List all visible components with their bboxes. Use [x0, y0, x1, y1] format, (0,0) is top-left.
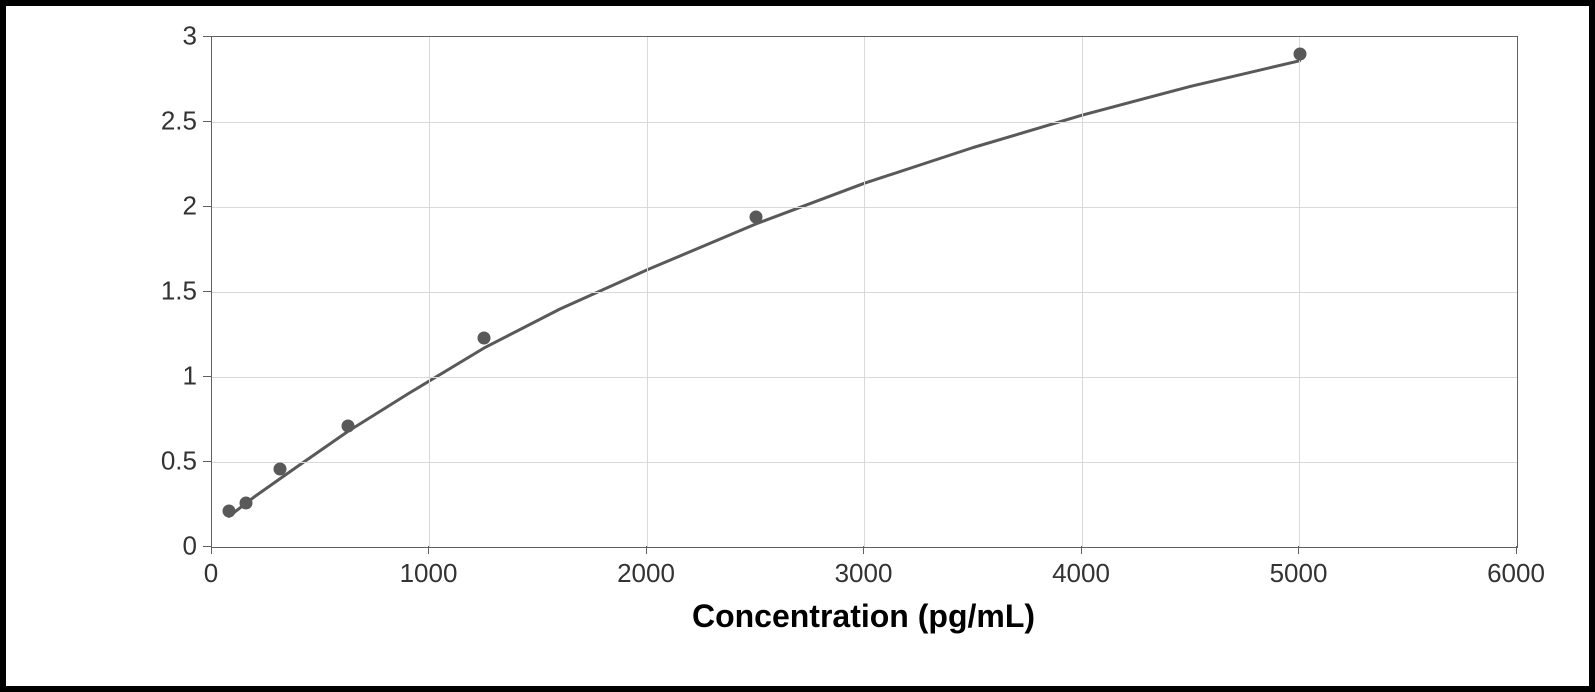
y-tick-label: 1 [183, 361, 197, 392]
x-tick-label: 4000 [1052, 558, 1110, 589]
data-point [273, 462, 286, 475]
y-tick-mark [203, 291, 211, 292]
data-point [1293, 48, 1306, 61]
grid-line-horizontal [212, 122, 1517, 123]
chart-stage: Optical Density Concentration (pg/mL) 01… [56, 26, 1539, 666]
x-tick-mark [1298, 546, 1299, 554]
grid-line-horizontal [212, 377, 1517, 378]
y-tick-label: 1.5 [161, 276, 197, 307]
x-tick-mark [211, 546, 212, 554]
grid-line-horizontal [212, 292, 1517, 293]
x-tick-label: 6000 [1487, 558, 1545, 589]
x-axis-label: Concentration (pg/mL) [692, 598, 1035, 635]
x-tick-label: 3000 [835, 558, 893, 589]
y-tick-label: 3 [183, 21, 197, 52]
y-tick-mark [203, 121, 211, 122]
grid-line-horizontal [212, 462, 1517, 463]
y-tick-label: 2.5 [161, 106, 197, 137]
x-tick-mark [863, 546, 864, 554]
y-tick-mark [203, 461, 211, 462]
y-tick-mark [203, 376, 211, 377]
plot-area [211, 36, 1518, 548]
grid-line-horizontal [212, 207, 1517, 208]
data-point [239, 496, 252, 509]
data-point [222, 505, 235, 518]
y-tick-mark [203, 206, 211, 207]
fit-curve-path [229, 61, 1300, 517]
x-tick-label: 1000 [400, 558, 458, 589]
y-tick-label: 0.5 [161, 446, 197, 477]
data-point [749, 211, 762, 224]
x-tick-mark [1516, 546, 1517, 554]
x-tick-label: 0 [204, 558, 218, 589]
x-tick-label: 2000 [617, 558, 675, 589]
y-tick-label: 2 [183, 191, 197, 222]
x-tick-mark [646, 546, 647, 554]
chart-frame: Optical Density Concentration (pg/mL) 01… [0, 0, 1595, 692]
data-point [477, 331, 490, 344]
y-tick-label: 0 [183, 531, 197, 562]
y-tick-mark [203, 36, 211, 37]
y-tick-mark [203, 546, 211, 547]
x-tick-mark [428, 546, 429, 554]
x-tick-label: 5000 [1270, 558, 1328, 589]
data-point [341, 420, 354, 433]
x-tick-mark [1081, 546, 1082, 554]
